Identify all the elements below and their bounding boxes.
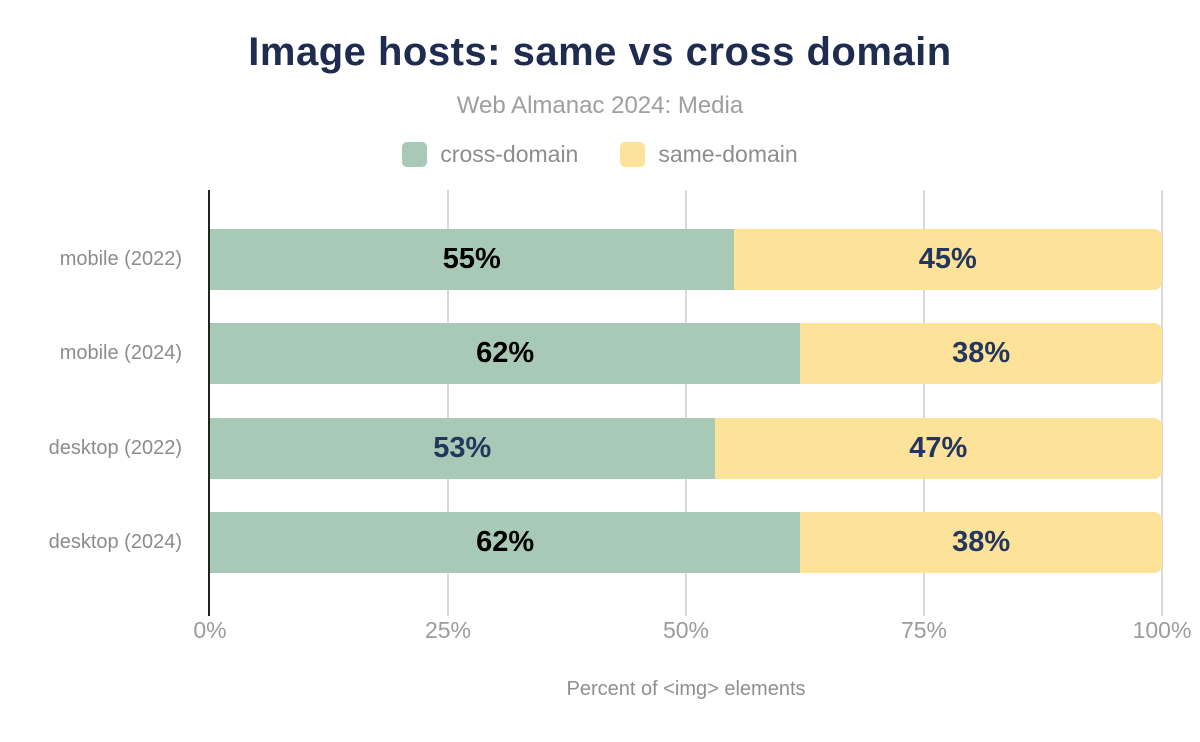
bar-segment-cross-domain: 62% bbox=[210, 323, 801, 384]
category-label: desktop (2022) bbox=[48, 437, 182, 459]
legend-item-same-domain: same-domain bbox=[620, 141, 798, 168]
legend-label: same-domain bbox=[658, 141, 798, 167]
chart-subtitle: Web Almanac 2024: Media bbox=[456, 92, 744, 119]
category-label: mobile (2024) bbox=[59, 342, 182, 364]
bar-row: 53% 47% bbox=[210, 418, 1162, 479]
bar-segment-cross-domain: 55% bbox=[210, 229, 734, 290]
gridline-100 bbox=[1161, 190, 1163, 616]
x-tick-label: 50% bbox=[662, 617, 710, 643]
gridline-75 bbox=[923, 190, 925, 616]
gridline-50 bbox=[685, 190, 687, 616]
gridline-25 bbox=[447, 190, 449, 616]
chart-title: Image hosts: same vs cross domain bbox=[248, 30, 952, 74]
bar-value-label: 62% bbox=[476, 337, 535, 369]
same-domain-swatch-icon bbox=[620, 142, 646, 167]
x-axis-ticks: 0% 25% 50% 75% 100% bbox=[193, 617, 1191, 645]
x-tick-label: 0% bbox=[193, 617, 227, 643]
bar-value-label: 47% bbox=[909, 432, 968, 464]
bar-value-label: 38% bbox=[952, 337, 1011, 369]
legend-label: cross-domain bbox=[440, 141, 579, 167]
cross-domain-swatch-icon bbox=[402, 142, 428, 167]
x-tick-label: 100% bbox=[1132, 617, 1192, 643]
category-axis: mobile (2022) mobile (2024) desktop (2022)… bbox=[0, 190, 196, 608]
x-tick-label: 25% bbox=[424, 617, 472, 643]
bar-value-label: 45% bbox=[918, 243, 977, 275]
bar-row: 62% 38% bbox=[210, 323, 1162, 384]
bar-value-label: 53% bbox=[433, 432, 492, 464]
bar-segment-same-domain: 45% bbox=[733, 229, 1162, 290]
bar-segment-same-domain: 38% bbox=[800, 323, 1162, 384]
y-axis-line bbox=[208, 190, 210, 616]
category-label: desktop (2024) bbox=[48, 531, 182, 553]
bar-value-label: 55% bbox=[442, 243, 501, 275]
bar-row: 62% 38% bbox=[210, 512, 1162, 573]
x-axis-title: Percent of <img> elements bbox=[566, 678, 806, 700]
bar-segment-same-domain: 47% bbox=[714, 418, 1162, 479]
legend: cross-domain same-domain bbox=[0, 141, 1200, 168]
bar-segment-cross-domain: 62% bbox=[210, 512, 801, 573]
legend-item-cross-domain: cross-domain bbox=[402, 141, 578, 168]
plot-area: 55% 45% 62% 38% 53% 47% 62% 38% bbox=[208, 190, 1163, 616]
x-tick-label: 75% bbox=[900, 617, 948, 643]
bar-value-label: 62% bbox=[476, 526, 535, 558]
bar-segment-same-domain: 38% bbox=[800, 512, 1162, 573]
bar-value-label: 38% bbox=[952, 526, 1011, 558]
bar-row: 55% 45% bbox=[210, 229, 1162, 290]
category-label: mobile (2022) bbox=[59, 248, 182, 270]
bar-segment-cross-domain: 53% bbox=[210, 418, 715, 479]
